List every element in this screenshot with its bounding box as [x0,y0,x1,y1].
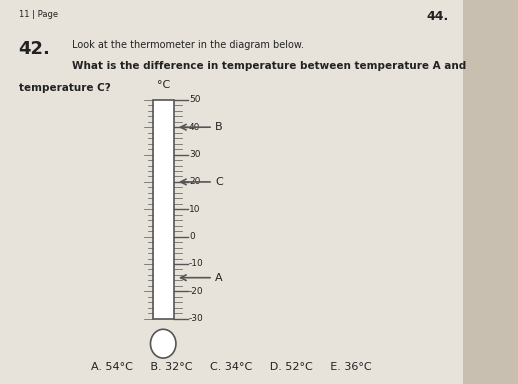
Text: 11 | Page: 11 | Page [19,10,57,18]
Text: 44.: 44. [427,10,449,23]
Text: -30: -30 [189,314,204,323]
Text: A: A [215,273,223,283]
Text: 20: 20 [189,177,200,186]
Text: What is the difference in temperature between temperature A and: What is the difference in temperature be… [72,61,466,71]
Text: 10: 10 [189,205,200,214]
Bar [153,100,174,319]
Text: 42.: 42. [19,40,50,58]
Text: -20: -20 [189,287,204,296]
Text: 50: 50 [189,95,200,104]
Text: 0: 0 [189,232,195,241]
Text: 40: 40 [189,123,200,132]
Ellipse shape [150,329,176,358]
Text: temperature C?: temperature C? [19,83,110,93]
Text: °C: °C [156,80,170,90]
Text: -10: -10 [189,260,204,268]
Text: A. 54°C     B. 32°C     C. 34°C     D. 52°C     E. 36°C: A. 54°C B. 32°C C. 34°C D. 52°C E. 36°C [91,362,372,372]
Text: 30: 30 [189,150,200,159]
Text: Look at the thermometer in the diagram below.: Look at the thermometer in the diagram b… [72,40,304,50]
Text: C: C [215,177,223,187]
FancyBboxPatch shape [0,0,463,384]
Text: B: B [215,122,223,132]
